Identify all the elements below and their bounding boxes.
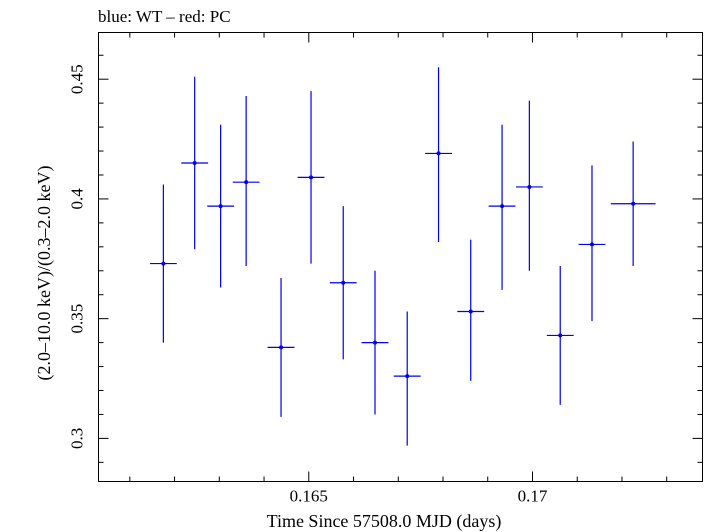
data-point <box>631 201 636 206</box>
data-point <box>558 333 563 338</box>
data-point <box>468 309 473 314</box>
y-tick-label: 0.4 <box>68 188 87 210</box>
axis-tick-labels: 0.165 0.17 0.3 0.35 0.4 0.45 <box>68 64 548 505</box>
y-tick-label: 0.45 <box>68 64 87 94</box>
data-marks <box>149 67 656 446</box>
data-point <box>341 280 346 285</box>
data-point <box>436 151 441 156</box>
data-point <box>589 242 594 247</box>
data-point <box>527 184 532 189</box>
data-point <box>244 180 249 185</box>
axis-ticks <box>98 32 703 482</box>
plot-frame <box>98 32 703 482</box>
data-point <box>500 204 505 209</box>
data-point <box>405 374 410 379</box>
data-point <box>192 161 197 166</box>
data-point <box>161 261 166 266</box>
y-tick-label: 0.35 <box>68 304 87 334</box>
x-tick-label: 0.165 <box>290 487 328 506</box>
data-point <box>279 345 284 350</box>
data-point <box>372 340 377 345</box>
x-tick-label: 0.17 <box>518 487 548 506</box>
data-point <box>218 204 223 209</box>
data-point <box>309 175 314 180</box>
y-axis-label: (2.0–10.0 keV)/(0.3–2.0 keV) <box>34 166 55 381</box>
x-axis-label: Time Since 57508.0 MJD (days) <box>267 511 502 532</box>
y-tick-label: 0.3 <box>68 428 87 449</box>
chart-title: blue: WT – red: PC <box>98 7 231 26</box>
